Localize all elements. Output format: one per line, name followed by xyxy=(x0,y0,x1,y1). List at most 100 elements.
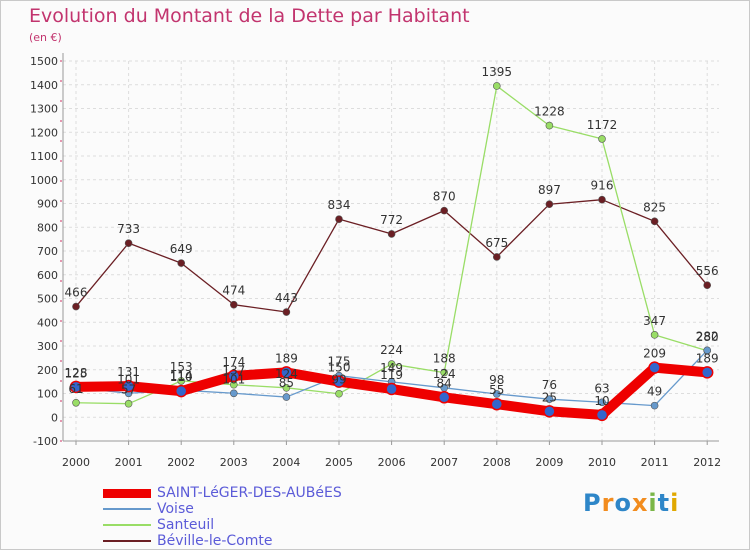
data-point-0 xyxy=(69,380,83,394)
logo-letter: P xyxy=(583,489,602,517)
data-point-2 xyxy=(387,360,396,368)
data-label: 150 xyxy=(328,361,351,375)
data-point-0 xyxy=(280,366,293,379)
data-label: 49 xyxy=(647,385,662,399)
data-label: 189 xyxy=(275,351,298,365)
data-label: 916 xyxy=(591,179,614,193)
data-label: 347 xyxy=(643,314,666,328)
data-label: 114 xyxy=(170,369,193,383)
data-label: 119 xyxy=(380,368,403,382)
data-label: 124 xyxy=(275,367,298,381)
data-point-3 xyxy=(387,230,396,238)
data-label: 125 xyxy=(65,367,88,381)
data-point-1 xyxy=(282,393,291,401)
logo-letter: x xyxy=(631,489,649,517)
data-point-2 xyxy=(440,368,449,377)
data-label: 1228 xyxy=(534,105,565,119)
y-tick-label: 900 xyxy=(37,198,58,211)
legend-label: SAINT-LéGER-DES-AUBéES xyxy=(157,485,342,501)
data-label: 174 xyxy=(222,355,245,369)
data-label: 137 xyxy=(222,364,245,378)
data-point-0 xyxy=(490,397,504,411)
data-point-3 xyxy=(230,300,238,309)
data-label: 61 xyxy=(68,382,83,396)
data-label: 443 xyxy=(275,291,298,305)
data-label: 870 xyxy=(433,190,456,204)
series-lines xyxy=(69,82,714,422)
data-point-3 xyxy=(545,200,554,209)
data-point-3 xyxy=(598,195,606,204)
data-point-0 xyxy=(122,379,135,393)
data-point-2 xyxy=(335,389,343,398)
data-label: 1395 xyxy=(482,65,513,79)
x-tick-label: 2005 xyxy=(325,456,353,469)
data-label: 84 xyxy=(437,376,452,390)
x-tick-label: 2008 xyxy=(483,456,511,469)
data-point-1 xyxy=(492,390,501,398)
data-label: 466 xyxy=(65,286,88,300)
data-label: 131 xyxy=(117,365,140,379)
data-point-2 xyxy=(282,383,291,392)
data-label: 282 xyxy=(696,329,719,343)
data-label: 124 xyxy=(433,367,456,381)
y-tick-labels: -100 0 100 200 300 400 500 600 700 800 900 1000 1100… xyxy=(30,55,58,448)
legend-label: Santeuil xyxy=(157,517,215,533)
data-point-0 xyxy=(385,382,398,396)
x-tick-label: 2004 xyxy=(272,456,300,469)
x-tick-label: 2007 xyxy=(430,456,458,469)
data-label: 675 xyxy=(485,236,508,250)
grid-lines xyxy=(63,60,719,442)
x-tick-label: 2001 xyxy=(115,456,143,469)
x-tick-label: 2009 xyxy=(535,456,563,469)
data-point-3 xyxy=(282,308,291,316)
chart-subtitle: (en €) xyxy=(29,31,62,44)
data-point-2 xyxy=(492,82,501,90)
y-tick-label: -100 xyxy=(33,435,58,448)
data-point-2 xyxy=(598,135,606,143)
y-tick-label: 200 xyxy=(37,364,58,377)
data-point-2 xyxy=(177,377,185,385)
data-point-3 xyxy=(650,217,659,226)
y-tick-label: 100 xyxy=(37,388,58,401)
data-label: 1172 xyxy=(587,118,618,132)
data-label: 897 xyxy=(538,183,561,197)
data-point-2 xyxy=(545,121,554,130)
x-tick-label: 2012 xyxy=(693,456,721,469)
data-point-1 xyxy=(545,395,554,404)
data-label: 772 xyxy=(380,213,403,227)
data-point-3 xyxy=(335,215,343,223)
y-tick-label: 700 xyxy=(37,245,58,258)
data-point-0 xyxy=(227,369,241,383)
data-point-3 xyxy=(440,206,449,215)
y-tick-label: 1000 xyxy=(30,174,58,187)
x-tick-label: 2010 xyxy=(588,456,616,469)
data-point-1 xyxy=(230,389,238,398)
data-point-1 xyxy=(650,401,659,410)
legend-swatch xyxy=(103,540,151,542)
y-tick-label: 800 xyxy=(37,221,58,234)
legend-swatch xyxy=(103,508,151,510)
legend-swatch xyxy=(103,488,151,498)
x-tick-label: 2011 xyxy=(641,456,669,469)
chart-legend: SAINT-LéGER-DES-AUBéES Voise Santeuil Bé… xyxy=(103,485,342,549)
data-point-0 xyxy=(437,391,451,404)
y-tick-label: 1300 xyxy=(30,103,58,116)
data-label: 224 xyxy=(380,343,403,357)
y-tick-label: 1400 xyxy=(30,79,58,92)
legend-item-saint-leger: SAINT-LéGER-DES-AUBéES xyxy=(103,485,342,501)
data-label: 98 xyxy=(489,373,504,387)
data-label: 25 xyxy=(542,390,557,404)
data-label: 188 xyxy=(433,352,456,366)
data-point-0 xyxy=(543,405,556,418)
data-label: 85 xyxy=(279,376,294,390)
data-point-1 xyxy=(598,398,606,407)
proxiti-logo: Proxiti xyxy=(583,489,679,517)
data-labels: 128 131 110 174 189 150 119 84 55 25 10 209 189 125 10… xyxy=(65,65,719,408)
logo-letter: o xyxy=(614,489,632,517)
y-tick-label: 0 xyxy=(51,411,58,424)
y-tick-label: 1100 xyxy=(30,150,58,163)
data-label: 110 xyxy=(170,370,193,384)
x-tick-label: 2006 xyxy=(378,456,406,469)
data-label: 76 xyxy=(542,378,557,392)
